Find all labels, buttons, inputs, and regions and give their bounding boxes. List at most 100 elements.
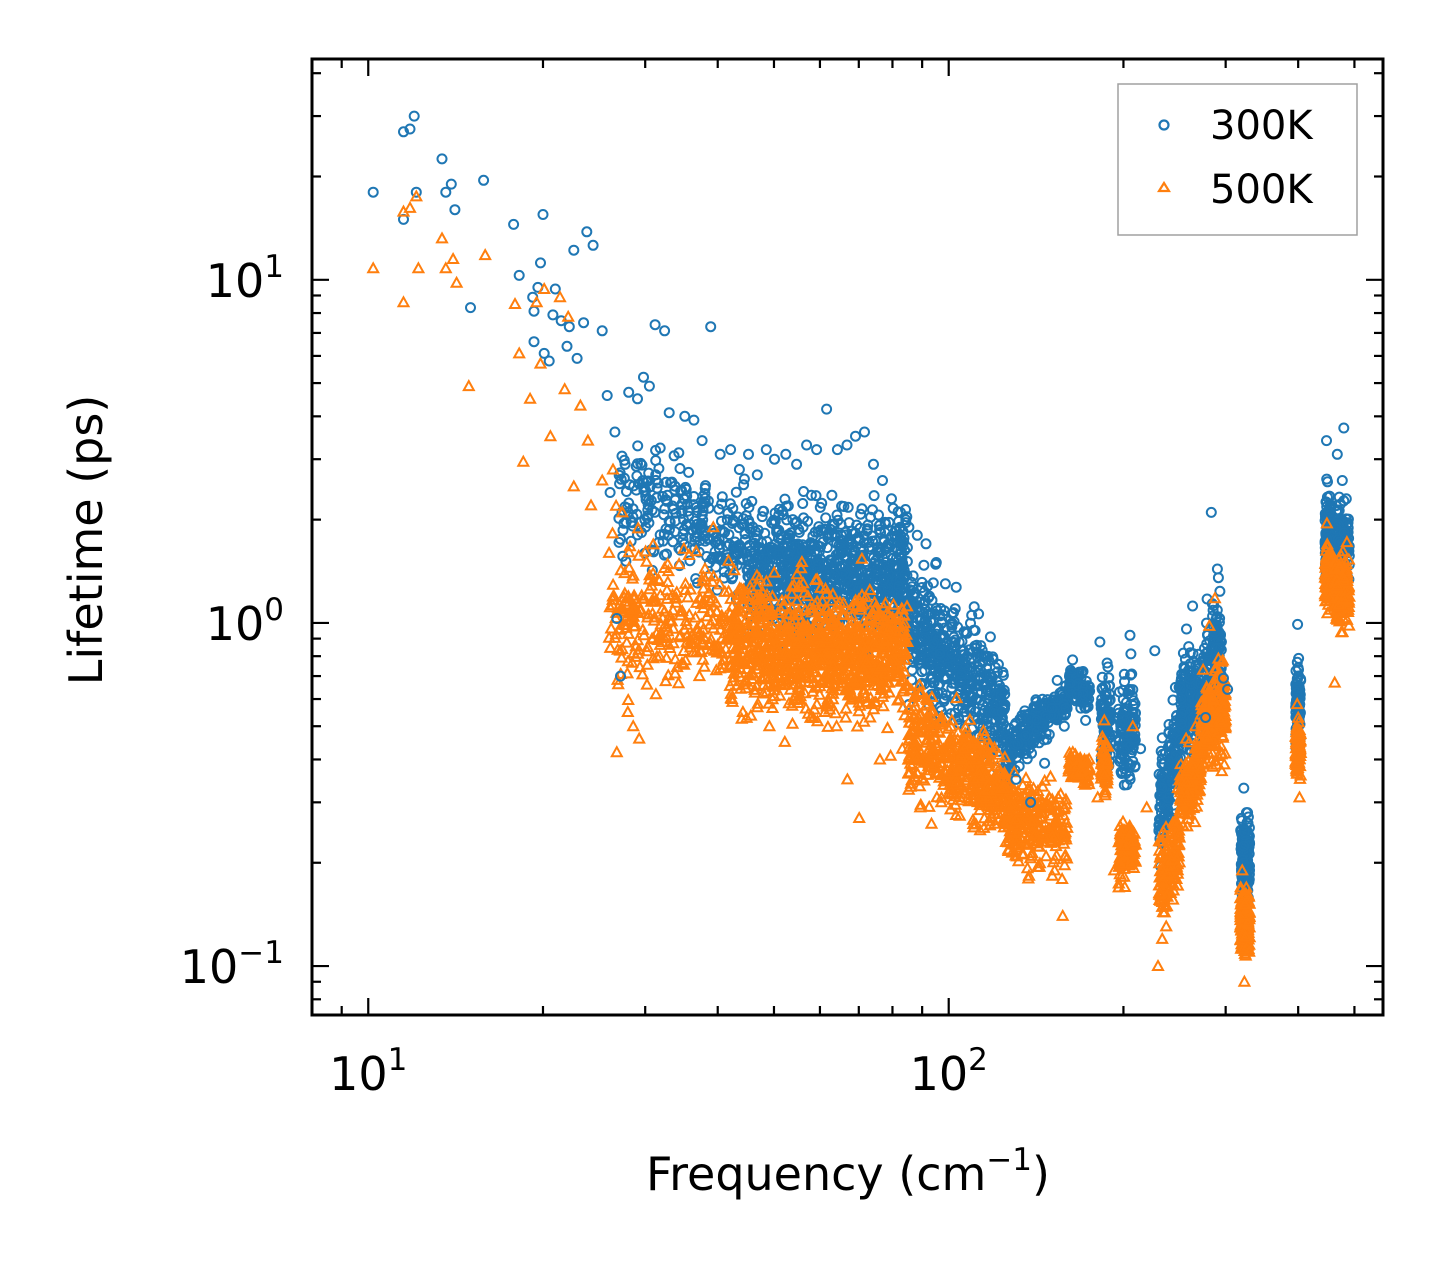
cloud-point-300K [689, 535, 701, 547]
cloud-point-300K [953, 636, 965, 648]
cloud-point-300K [874, 524, 886, 536]
cloud-point-300K [953, 654, 964, 666]
cloud-point-300K [968, 601, 980, 613]
cloud-point-300K [814, 501, 826, 513]
cloud-point-300K [837, 560, 849, 572]
cloud-point-300K [1020, 730, 1031, 742]
point-cloud-group [602, 440, 1356, 961]
cloud-point-300K [1077, 695, 1089, 707]
cloud-point-300K [842, 576, 854, 588]
cloud-point-300K [777, 559, 789, 571]
cloud-point-300K [976, 708, 988, 720]
cloud-point-300K [669, 526, 681, 538]
cloud-point-300K [716, 491, 728, 503]
cloud-point-300K [831, 509, 843, 521]
cloud-point-300K [960, 659, 972, 671]
cloud-point-300K [983, 674, 995, 686]
cloud-point-300K [724, 538, 736, 550]
cloud-point-300K [1041, 733, 1053, 745]
cloud-point-300K [823, 569, 835, 581]
cloud-point-300K [994, 680, 1005, 691]
cloud-point-300K [842, 501, 854, 513]
cloud-point-300K [667, 536, 679, 548]
cloud-point-300K [620, 516, 632, 528]
cloud-point-300K [964, 691, 976, 703]
cloud-point-300K [1046, 702, 1058, 714]
cloud-point-300K [782, 550, 794, 562]
cloud-point-300K [861, 525, 873, 537]
cloud-point-300K [1127, 707, 1139, 718]
cloud-point-300K [835, 529, 847, 541]
cloud-point-300K [879, 527, 891, 538]
cloud-point-300K [874, 519, 886, 531]
cloud-point-300K [661, 489, 673, 501]
cloud-point-300K [891, 543, 903, 555]
cloud-point-300K [869, 535, 881, 547]
cloud-point-300K [632, 440, 644, 452]
cloud-point-300K [658, 509, 670, 521]
cloud-point-300K [872, 551, 884, 563]
cloud-point-300K [747, 521, 759, 533]
cloud-point-300K [1076, 667, 1088, 678]
cloud-point-300K [1103, 672, 1115, 684]
cloud-point-300K [696, 509, 708, 521]
cloud-point-300K [676, 507, 688, 519]
cloud-point-300K [905, 601, 917, 613]
cloud-point-300K [776, 505, 788, 517]
cloud-point-300K [1036, 720, 1048, 732]
cloud-point-300K [1122, 757, 1134, 769]
cloud-point-300K [738, 479, 750, 491]
cloud-point-300K [904, 594, 916, 606]
cloud-point-300K [838, 501, 850, 512]
cloud-point-300K [730, 486, 742, 498]
cloud-point-300K [922, 580, 934, 592]
cloud-point-300K [718, 566, 730, 578]
cloud-point-300K [761, 535, 773, 547]
cloud-point-300K [1075, 702, 1087, 714]
cloud-point-300K [1121, 779, 1133, 791]
cloud-point-300K [779, 577, 791, 589]
cloud-point-300K [851, 519, 863, 531]
cloud-point-300K [981, 718, 993, 730]
cloud-point-300K [1118, 668, 1130, 680]
cloud-point-300K [916, 666, 928, 678]
cloud-point-300K [907, 570, 919, 582]
cloud-point-300K [669, 515, 681, 527]
cloud-point-300K [927, 577, 939, 589]
cloud-point-300K [856, 550, 868, 562]
cloud-point-300K [707, 551, 719, 563]
cloud-point-300K [787, 514, 799, 526]
cloud-point-300K [1104, 680, 1116, 692]
cloud-point-300K [630, 484, 642, 496]
cloud-point-300K [829, 569, 841, 581]
cloud-point-300K [856, 503, 868, 515]
cloud-point-300K [1155, 788, 1167, 800]
cloud-point-300K [1125, 648, 1137, 660]
cloud-point-300K [1015, 714, 1027, 725]
cloud-point-300K [721, 514, 733, 526]
cloud-point-300K [946, 619, 957, 631]
cloud-point-300K [1157, 748, 1169, 760]
cloud-point-300K [810, 490, 822, 502]
cloud-point-300K [1163, 727, 1175, 739]
cloud-point-300K [797, 498, 809, 509]
cloud-point-300K [1096, 671, 1108, 683]
cloud-point-300K [920, 620, 931, 632]
cloud-point-300K [989, 662, 1001, 673]
cloud-point-300K [878, 574, 890, 586]
cloud-point-300K [805, 489, 817, 501]
cloud-point-300K [984, 686, 996, 698]
cloud-point-300K [919, 586, 930, 598]
cloud-point-300K [919, 632, 931, 644]
cloud-point-300K [946, 652, 958, 664]
cloud-point-300K [650, 455, 662, 466]
cloud-point-300K [871, 574, 883, 586]
cloud-point-300K [837, 546, 849, 557]
cloud-point-300K [775, 534, 787, 545]
cloud-point-300K [1040, 710, 1052, 722]
cloud-point-300K [654, 529, 666, 541]
cloud-point-300K [729, 536, 741, 548]
cloud-point-300K [615, 533, 626, 545]
cloud-point-300K [968, 624, 980, 636]
